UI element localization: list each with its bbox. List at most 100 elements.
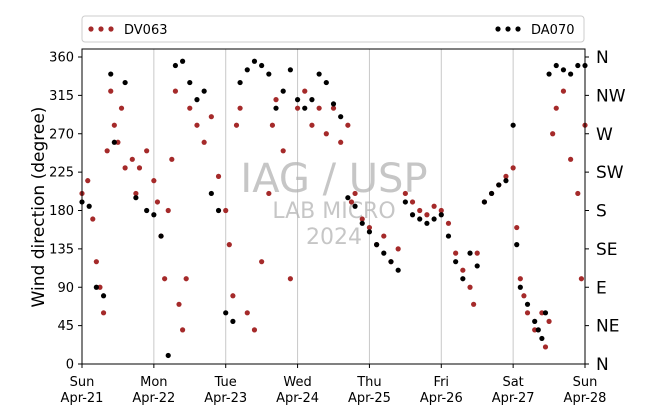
point-da070 bbox=[273, 105, 279, 111]
point-da070 bbox=[194, 97, 200, 103]
point-dv063 bbox=[348, 199, 355, 205]
point-dv063 bbox=[431, 203, 437, 209]
point-dv063 bbox=[345, 122, 351, 128]
compass-label: E bbox=[596, 278, 607, 298]
point-dv063 bbox=[514, 224, 520, 231]
point-dv063 bbox=[560, 88, 567, 94]
point-dv063 bbox=[129, 156, 135, 162]
point-da070 bbox=[122, 79, 128, 86]
point-dv063 bbox=[165, 207, 171, 214]
x-tick-date: Apr-27 bbox=[492, 391, 535, 406]
point-dv063 bbox=[578, 276, 585, 282]
point-dv063 bbox=[542, 344, 549, 350]
x-tick-day: Sun bbox=[70, 375, 95, 390]
point-dv063 bbox=[510, 165, 516, 171]
point-da070 bbox=[287, 67, 293, 73]
x-tick-day: Sat bbox=[502, 375, 523, 390]
point-dv063 bbox=[503, 173, 509, 179]
point-da070 bbox=[503, 178, 509, 184]
point-da070 bbox=[431, 216, 437, 222]
point-dv063 bbox=[215, 173, 222, 179]
point-da070 bbox=[244, 67, 250, 73]
x-tick-day: Tue bbox=[214, 375, 237, 390]
watermark: IAG / USP LAB MICRO 2024 bbox=[240, 156, 427, 250]
point-dv063 bbox=[409, 199, 416, 205]
point-da070 bbox=[359, 220, 365, 226]
x-tick-day: Fri bbox=[434, 375, 450, 390]
point-da070 bbox=[542, 310, 549, 316]
x-tick-date: Apr-23 bbox=[204, 391, 247, 406]
point-dv063 bbox=[266, 190, 272, 197]
point-dv063 bbox=[111, 122, 117, 128]
y-tick-label: 360 bbox=[49, 51, 74, 66]
compass-label: NE bbox=[596, 317, 619, 337]
point-da070 bbox=[514, 242, 520, 248]
point-dv063 bbox=[532, 327, 538, 333]
point-da070 bbox=[201, 88, 207, 94]
point-da070 bbox=[237, 79, 243, 86]
point-da070 bbox=[352, 203, 358, 209]
point-dv063 bbox=[460, 267, 466, 273]
point-dv063 bbox=[208, 114, 214, 120]
point-da070 bbox=[553, 62, 559, 69]
point-dv063 bbox=[100, 310, 107, 316]
legend-marker-da070 bbox=[495, 26, 521, 32]
point-da070 bbox=[568, 71, 574, 77]
point-da070 bbox=[251, 58, 258, 64]
point-da070 bbox=[108, 71, 114, 77]
point-dv063 bbox=[287, 276, 293, 282]
point-dv063 bbox=[273, 97, 279, 103]
point-dv063 bbox=[151, 178, 157, 184]
y-tick-label: 180 bbox=[49, 204, 74, 219]
point-dv063 bbox=[550, 131, 556, 137]
x-tick-date: Apr-26 bbox=[420, 391, 463, 406]
point-dv063 bbox=[395, 246, 401, 252]
point-dv063 bbox=[575, 190, 581, 197]
point-da070 bbox=[230, 318, 236, 324]
point-dv063 bbox=[316, 105, 322, 111]
point-dv063 bbox=[118, 105, 125, 111]
compass-label: S bbox=[596, 202, 607, 222]
compass-label: N bbox=[596, 48, 609, 68]
legend-box bbox=[81, 15, 585, 43]
point-dv063 bbox=[85, 178, 91, 184]
point-dv063 bbox=[381, 233, 387, 239]
point-dv063 bbox=[244, 310, 250, 316]
point-dv063 bbox=[133, 190, 139, 197]
point-dv063 bbox=[323, 131, 329, 137]
point-da070 bbox=[158, 233, 164, 239]
point-da070 bbox=[488, 190, 495, 197]
x-tick-day: Wed bbox=[283, 375, 311, 390]
point-dv063 bbox=[97, 284, 103, 290]
point-dv063 bbox=[474, 250, 480, 256]
point-da070 bbox=[460, 276, 466, 282]
point-dv063 bbox=[180, 327, 186, 333]
watermark-line-1: IAG / USP bbox=[240, 156, 427, 202]
point-dv063 bbox=[122, 165, 128, 171]
point-dv063 bbox=[183, 276, 189, 282]
point-da070 bbox=[374, 242, 380, 248]
point-da070 bbox=[187, 79, 193, 86]
legend: DV063 DA070 bbox=[81, 15, 585, 43]
point-da070 bbox=[345, 195, 351, 201]
point-da070 bbox=[532, 318, 538, 324]
point-dv063 bbox=[223, 207, 229, 214]
point-dv063 bbox=[259, 259, 265, 265]
point-da070 bbox=[474, 263, 480, 269]
point-da070 bbox=[165, 352, 171, 359]
point-da070 bbox=[395, 267, 401, 273]
point-dv063 bbox=[226, 242, 232, 248]
point-dv063 bbox=[233, 122, 240, 128]
point-da070 bbox=[280, 88, 286, 94]
point-da070 bbox=[510, 122, 516, 128]
point-da070 bbox=[151, 212, 157, 218]
point-dv063 bbox=[330, 105, 337, 111]
point-dv063 bbox=[568, 156, 574, 162]
point-da070 bbox=[180, 58, 186, 64]
point-dv063 bbox=[230, 293, 236, 299]
vertical-gridlines bbox=[153, 49, 514, 364]
plot-frame bbox=[81, 48, 586, 365]
point-dv063 bbox=[172, 88, 179, 94]
point-dv063 bbox=[539, 310, 545, 316]
